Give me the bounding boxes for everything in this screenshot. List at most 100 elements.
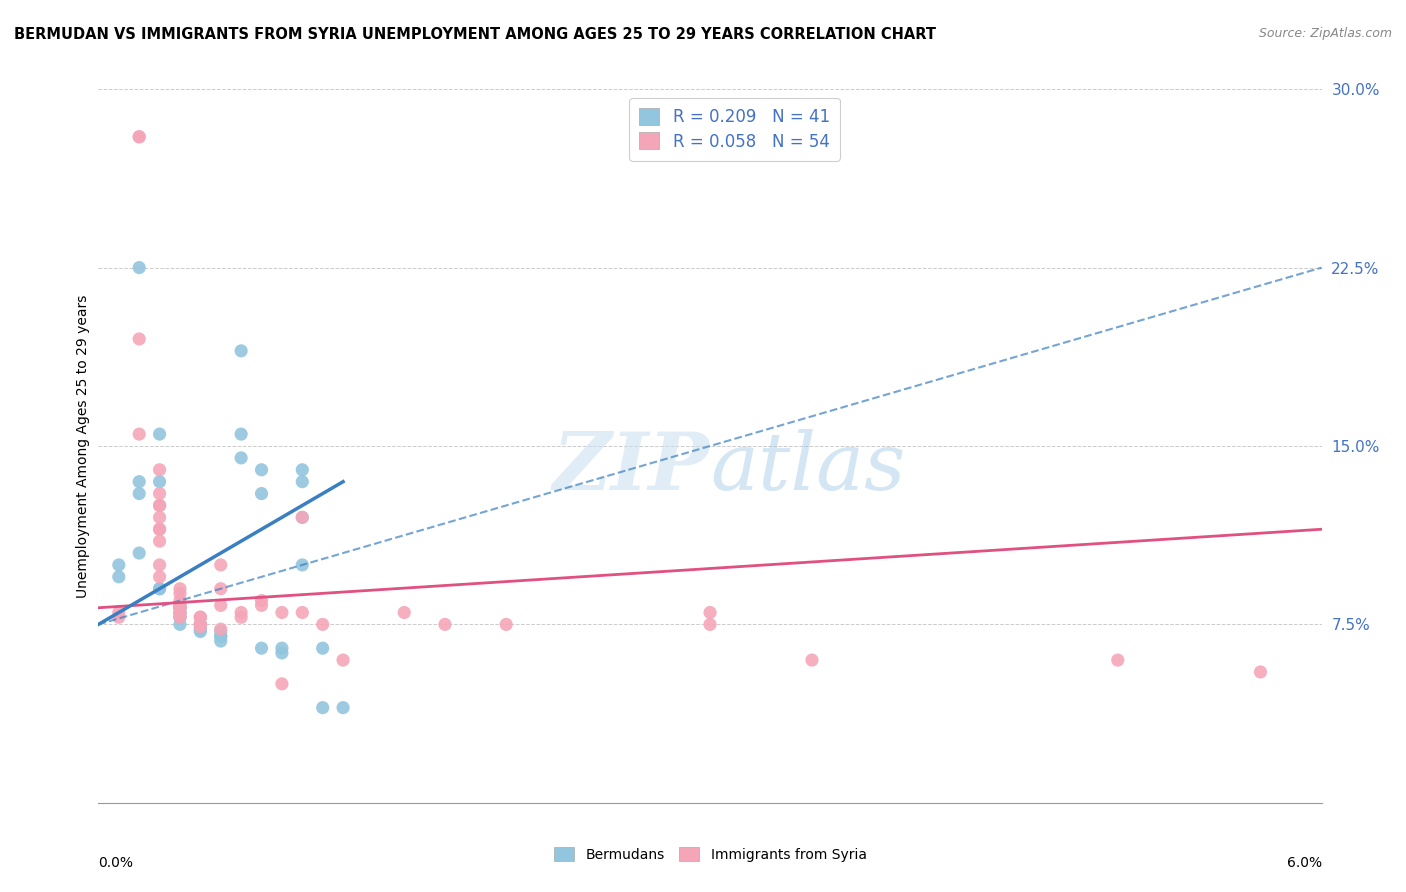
- Point: [169, 610, 191, 624]
- Point: [188, 622, 212, 636]
- Point: [332, 700, 354, 714]
- Text: 0.0%: 0.0%: [98, 855, 134, 870]
- Point: [169, 600, 191, 615]
- Point: [169, 599, 191, 613]
- Point: [128, 332, 150, 346]
- Point: [209, 629, 232, 643]
- Point: [188, 624, 212, 639]
- Point: [291, 558, 314, 572]
- Point: [188, 610, 212, 624]
- Point: [149, 582, 172, 596]
- Point: [108, 610, 131, 624]
- Point: [128, 486, 150, 500]
- Point: [291, 606, 314, 620]
- Point: [291, 475, 314, 489]
- Point: [270, 641, 292, 656]
- Point: [311, 641, 335, 656]
- Point: [128, 546, 150, 560]
- Point: [433, 617, 456, 632]
- Point: [149, 522, 172, 536]
- Point: [128, 260, 150, 275]
- Point: [149, 463, 172, 477]
- Point: [311, 700, 335, 714]
- Point: [311, 617, 335, 632]
- Point: [188, 610, 212, 624]
- Point: [209, 599, 232, 613]
- Point: [231, 427, 253, 442]
- Text: atlas: atlas: [710, 429, 905, 506]
- Point: [699, 617, 721, 632]
- Point: [128, 129, 150, 144]
- Point: [270, 646, 292, 660]
- Point: [169, 607, 191, 622]
- Point: [209, 622, 232, 636]
- Point: [291, 510, 314, 524]
- Point: [188, 622, 212, 636]
- Point: [231, 610, 253, 624]
- Point: [149, 582, 172, 596]
- Point: [801, 653, 824, 667]
- Point: [270, 606, 292, 620]
- Point: [169, 617, 191, 632]
- Point: [188, 610, 212, 624]
- Point: [209, 629, 232, 643]
- Text: Source: ZipAtlas.com: Source: ZipAtlas.com: [1258, 27, 1392, 40]
- Point: [188, 620, 212, 634]
- Point: [209, 558, 232, 572]
- Point: [169, 600, 191, 615]
- Point: [332, 653, 354, 667]
- Point: [149, 427, 172, 442]
- Text: ZIP: ZIP: [553, 429, 710, 506]
- Point: [169, 600, 191, 615]
- Point: [149, 522, 172, 536]
- Point: [250, 463, 273, 477]
- Point: [250, 593, 273, 607]
- Point: [270, 677, 292, 691]
- Point: [108, 570, 131, 584]
- Point: [169, 600, 191, 615]
- Point: [169, 599, 191, 613]
- Point: [169, 610, 191, 624]
- Point: [169, 610, 191, 624]
- Point: [149, 570, 172, 584]
- Point: [188, 617, 212, 632]
- Point: [149, 510, 172, 524]
- Point: [495, 617, 517, 632]
- Point: [209, 582, 232, 596]
- Point: [169, 606, 191, 620]
- Point: [149, 534, 172, 549]
- Point: [108, 558, 131, 572]
- Point: [250, 486, 273, 500]
- Point: [231, 606, 253, 620]
- Point: [291, 463, 314, 477]
- Point: [169, 606, 191, 620]
- Point: [231, 343, 253, 358]
- Point: [1249, 665, 1271, 679]
- Point: [169, 582, 191, 596]
- Point: [149, 486, 172, 500]
- Point: [169, 593, 191, 607]
- Point: [291, 510, 314, 524]
- Point: [149, 558, 172, 572]
- Point: [209, 634, 232, 648]
- Point: [188, 617, 212, 632]
- Point: [128, 129, 150, 144]
- Point: [169, 586, 191, 600]
- Point: [128, 427, 150, 442]
- Point: [108, 606, 131, 620]
- Y-axis label: Unemployment Among Ages 25 to 29 years: Unemployment Among Ages 25 to 29 years: [76, 294, 90, 598]
- Text: BERMUDAN VS IMMIGRANTS FROM SYRIA UNEMPLOYMENT AMONG AGES 25 TO 29 YEARS CORRELA: BERMUDAN VS IMMIGRANTS FROM SYRIA UNEMPL…: [14, 27, 936, 42]
- Point: [188, 617, 212, 632]
- Point: [209, 624, 232, 639]
- Point: [149, 499, 172, 513]
- Point: [250, 599, 273, 613]
- Point: [149, 475, 172, 489]
- Point: [699, 606, 721, 620]
- Point: [250, 641, 273, 656]
- Point: [169, 606, 191, 620]
- Point: [128, 475, 150, 489]
- Point: [1107, 653, 1129, 667]
- Point: [231, 450, 253, 465]
- Point: [188, 617, 212, 632]
- Point: [392, 606, 416, 620]
